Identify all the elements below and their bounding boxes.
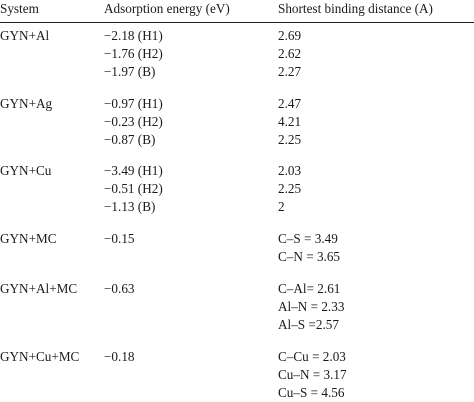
energy-cell: −0.15 bbox=[104, 231, 135, 246]
energy-cell: −1.13 (B) bbox=[104, 199, 156, 214]
energy-cell: −1.97 (B) bbox=[104, 64, 156, 79]
energy-cell: −0.51 (H2) bbox=[104, 181, 163, 196]
system-cell: GYN+MC bbox=[0, 231, 57, 246]
header-binding-distance: Shortest binding distance (A) bbox=[278, 1, 433, 16]
distance-cell: C–Al= 2.61 bbox=[278, 281, 341, 296]
distance-cell: Al–S =2.57 bbox=[278, 317, 339, 332]
energy-cell: −2.18 (H1) bbox=[104, 28, 163, 43]
energy-cell: −0.63 bbox=[104, 281, 135, 296]
system-cell: GYN+Al bbox=[0, 28, 50, 43]
distance-cell: 2.25 bbox=[278, 181, 302, 196]
system-cell: GYN+Al+MC bbox=[0, 281, 78, 296]
distance-cell: Cu–N = 3.17 bbox=[278, 367, 347, 382]
header-system: System bbox=[0, 1, 39, 16]
distance-cell: 2.25 bbox=[278, 132, 302, 147]
distance-cell: 4.21 bbox=[278, 114, 302, 129]
header-adsorption-energy: Adsorption energy (eV) bbox=[104, 1, 230, 16]
energy-cell: −0.18 bbox=[104, 349, 135, 364]
system-cell: GYN+Cu+MC bbox=[0, 349, 80, 364]
distance-cell: C–S = 3.49 bbox=[278, 231, 338, 246]
distance-cell: Cu–S = 4.56 bbox=[278, 385, 345, 400]
energy-cell: −0.23 (H2) bbox=[104, 114, 163, 129]
distance-cell: 2.69 bbox=[278, 28, 302, 43]
energy-cell: −0.97 (H1) bbox=[104, 96, 163, 111]
distance-cell: C–Cu = 2.03 bbox=[278, 349, 346, 364]
distance-cell: 2.27 bbox=[278, 64, 302, 79]
energy-cell: −0.87 (B) bbox=[104, 132, 156, 147]
system-cell: GYN+Ag bbox=[0, 96, 53, 111]
distance-cell: C–N = 3.65 bbox=[278, 249, 341, 264]
header-rule bbox=[0, 22, 474, 23]
energy-cell: −1.76 (H2) bbox=[104, 46, 163, 61]
distance-cell: 2.03 bbox=[278, 163, 302, 178]
distance-cell: 2.62 bbox=[278, 46, 302, 61]
system-cell: GYN+Cu bbox=[0, 163, 52, 178]
energy-cell: −3.49 (H1) bbox=[104, 163, 163, 178]
distance-cell: 2 bbox=[278, 199, 285, 214]
distance-cell: 2.47 bbox=[278, 96, 302, 111]
distance-cell: Al–N = 2.33 bbox=[278, 299, 345, 314]
